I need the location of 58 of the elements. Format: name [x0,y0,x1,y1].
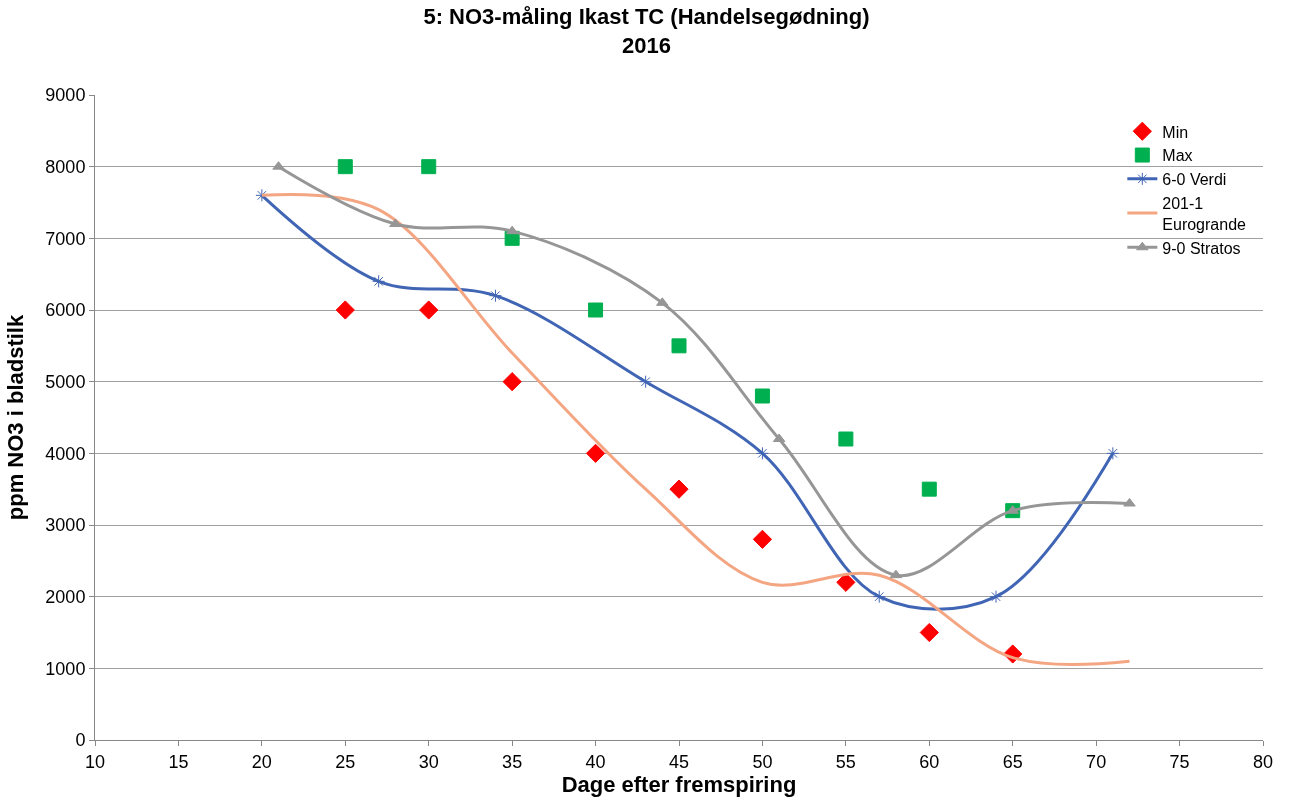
x-axis-title: Dage efter fremspiring [561,771,797,797]
x-tick-label: 80 [1252,751,1274,772]
point [335,300,355,320]
legend-label: 9-0 Stratos [1162,239,1241,257]
y-tick-label: 5000 [45,371,86,392]
legend-label: 201-1 Eurogrande [1162,194,1247,233]
x-tick-label: 15 [168,751,189,772]
point [372,274,386,288]
point [754,388,770,404]
legend-label: Min [1162,123,1189,141]
point [421,159,437,175]
legend-label: 6-0 Verdi [1162,171,1227,189]
x-tick-label: 25 [335,751,356,772]
y-tick-label: 3000 [45,515,86,536]
point [255,188,269,202]
x-tick-label: 20 [251,751,272,772]
point [639,375,653,389]
point [921,481,937,497]
point [671,338,687,354]
chart-subtitle: 2016 [622,32,671,58]
y-tick-label: 8000 [45,156,86,177]
point [889,569,903,579]
x-tick-label: 60 [919,751,940,772]
point [919,622,939,643]
point [838,431,854,447]
x-tick-label: 10 [84,751,106,772]
x-tick-label: 40 [585,751,606,772]
y-tick-label: 0 [75,730,86,751]
x-tick-label: 50 [752,751,773,772]
x-tick-label: 75 [1169,751,1190,772]
point [669,479,689,499]
y-tick-label: 1000 [45,658,86,679]
point [752,529,773,549]
point [755,446,769,460]
x-tick-label: 70 [1086,751,1107,772]
point [872,590,886,604]
x-tick-label: 45 [668,751,690,772]
x-tick-label: 55 [835,751,856,772]
x-tick-label: 35 [502,751,523,772]
y-tick-label: 9000 [45,85,86,106]
y-axis-title: ppm NO3 i bladstilk [3,314,29,521]
point [488,289,502,303]
point [1106,446,1120,460]
point [989,590,1003,604]
chart-title: 5: NO3-måling Ikast TC (Handelsegødning) [423,4,870,30]
legend-label: Max [1162,147,1193,165]
x-tick-label: 30 [418,751,439,772]
point [585,443,606,463]
point [505,225,519,235]
y-tick-label: 2000 [45,586,86,607]
point [337,159,353,175]
point [502,372,522,392]
x-tick-label: 65 [1002,751,1023,772]
point [419,300,439,320]
y-tick-label: 6000 [45,300,86,321]
y-tick-label: 7000 [45,228,86,249]
y-tick-label: 4000 [45,443,86,464]
point [588,302,604,318]
